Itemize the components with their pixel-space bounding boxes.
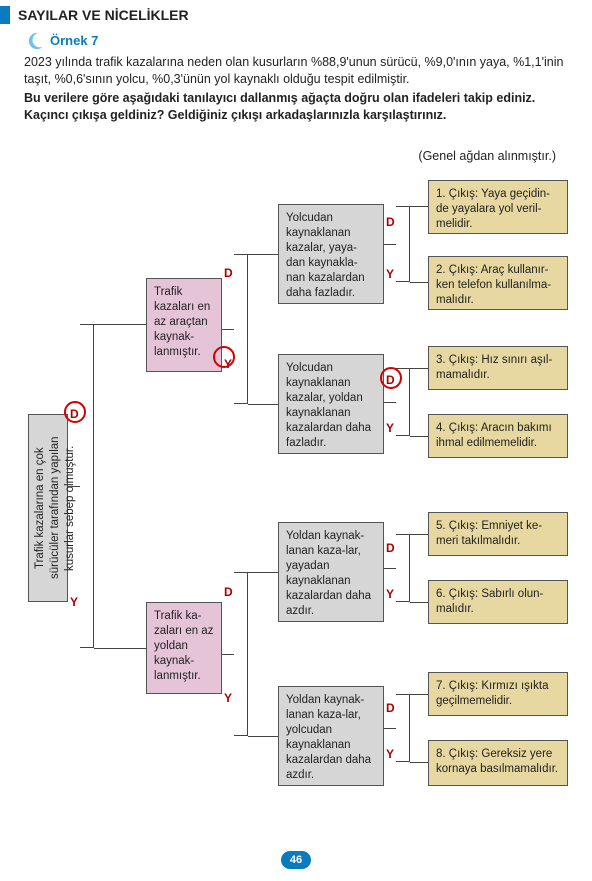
example-label: Örnek 7 <box>50 32 98 50</box>
tree-connector <box>410 762 428 763</box>
tree-node: 2. Çıkış: Araç kullanır-ken telefon kull… <box>428 256 568 310</box>
branch-label-y: Y <box>224 690 232 706</box>
tree-node: 4. Çıkış: Aracın bakımı ihmal edilmemeli… <box>428 414 568 458</box>
tree-connector <box>410 368 428 369</box>
tree-node: Trafik kazalarına en çok sürücüler taraf… <box>28 414 68 602</box>
tree-connector <box>410 694 428 695</box>
tree-node: 1. Çıkış: Yaya geçidin-de yayalara yol v… <box>428 180 568 234</box>
tree-connector <box>248 736 278 737</box>
tree-connector <box>248 572 278 573</box>
tree-node: 8. Çıkış: Gereksiz yere kornaya basılmam… <box>428 740 568 786</box>
tree-connector <box>384 568 396 569</box>
tree-connector <box>410 282 428 283</box>
tree-connector <box>384 402 396 403</box>
tree-bracket <box>396 368 410 436</box>
branch-label-y: Y <box>386 420 394 436</box>
tree-connector <box>222 654 234 655</box>
tree-bracket <box>234 254 248 404</box>
tree-connector <box>384 728 396 729</box>
tree-node: 6. Çıkış: Sabırlı olun-malıdır. <box>428 580 568 624</box>
branch-label-d: D <box>70 406 79 422</box>
tree-node: Trafik kazaları en az araçtan kaynak-lan… <box>146 278 222 372</box>
tree-node: 7. Çıkış: Kırmızı ışıkta geçilmemelidir. <box>428 672 568 716</box>
tree-node: Trafik ka-zaları en az yoldan kaynak-lan… <box>146 602 222 694</box>
section-title: SAYILAR VE NİCELİKLER <box>18 6 189 25</box>
tree-connector <box>222 329 234 330</box>
intro-paragraph: 2023 yılında trafik kazalarına neden ola… <box>24 54 568 88</box>
source-note: (Genel ağdan alınmıştır.) <box>418 148 556 165</box>
tree-connector <box>410 436 428 437</box>
branch-label-d: D <box>386 372 395 388</box>
tree-bracket <box>234 572 248 736</box>
tree-connector <box>94 324 146 325</box>
tree-connector <box>410 534 428 535</box>
tree-node: Yolcudan kaynaklanan kazalar, yaya-dan k… <box>278 204 384 304</box>
tree-bracket <box>396 694 410 762</box>
branch-label-y: Y <box>386 586 394 602</box>
tree-node: 5. Çıkış: Emniyet ke-meri takılmalıdır. <box>428 512 568 556</box>
tree-connector <box>410 206 428 207</box>
tree-node: Yoldan kaynak-lanan kaza-lar, yolcudan k… <box>278 686 384 786</box>
example-heading: Örnek 7 <box>28 32 98 50</box>
tree-connector <box>248 404 278 405</box>
crescent-icon <box>28 32 46 50</box>
branch-label-d: D <box>224 265 233 281</box>
branch-label-d: D <box>224 584 233 600</box>
branch-label-y: Y <box>224 356 232 372</box>
tree-connector <box>68 486 80 487</box>
question-paragraph: Bu verilere göre aşağıdaki tanılayıcı da… <box>24 90 568 124</box>
tree-connector <box>248 254 278 255</box>
branch-label-d: D <box>386 700 395 716</box>
tree-node: Yolcudan kaynaklanan kazalar, yoldan kay… <box>278 354 384 454</box>
tree-bracket <box>396 534 410 602</box>
branch-label-d: D <box>386 540 395 556</box>
page-number: 46 <box>281 851 311 869</box>
tree-bracket <box>80 324 94 648</box>
branch-label-y: Y <box>386 266 394 282</box>
branch-label-d: D <box>386 214 395 230</box>
tree-connector <box>94 648 146 649</box>
branch-label-y: Y <box>70 594 78 610</box>
tree-node: 3. Çıkış: Hız sınırı aşıl-mamalıdır. <box>428 346 568 390</box>
tree-connector <box>384 244 396 245</box>
tree-bracket <box>396 206 410 282</box>
branch-label-y: Y <box>386 746 394 762</box>
tree-connector <box>410 602 428 603</box>
section-tab <box>0 6 10 24</box>
tree-node: Yoldan kaynak-lanan kaza-lar, yayadan ka… <box>278 522 384 622</box>
